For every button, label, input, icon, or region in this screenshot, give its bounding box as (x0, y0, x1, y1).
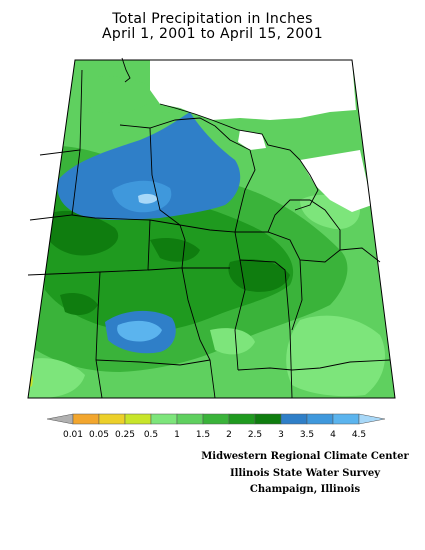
legend-swatch (332, 413, 360, 425)
legend-tick-label: 1 (174, 430, 180, 440)
contour-3.5-4in (57, 112, 241, 220)
contour-4-4.5in (117, 320, 162, 342)
legend-tick-label: 4.5 (352, 430, 366, 440)
legend-swatch (254, 413, 282, 425)
contour-3-3.5in (45, 210, 119, 256)
contour-0.5-1in (286, 315, 385, 397)
precipitation-contours (28, 60, 395, 398)
legend-swatch (306, 413, 334, 425)
contour-4.5in-plus (138, 193, 158, 204)
legend-tick-label: 3.5 (300, 430, 314, 440)
contour-3-3.5in (150, 238, 200, 262)
credit-line-3: Champaign, Illinois (249, 484, 361, 495)
legend-swatch (72, 413, 100, 425)
legend-swatch (228, 413, 256, 425)
legend-swatch (124, 413, 152, 425)
legend-swatch (280, 413, 308, 425)
legend-tick-label: 0.01 (63, 430, 83, 440)
contour-3-3.5in (60, 293, 98, 316)
legend-swatch (176, 413, 204, 425)
legend-tick-label: 4 (330, 430, 336, 440)
legend-color-bar (46, 413, 385, 425)
contour-1-1.5in (77, 76, 160, 113)
legend-tick-label: 2.5 (248, 430, 262, 440)
precipitation-legend: 0.01 0.05 0.25 0.5 1 1.5 2 2.5 3 3.5 4 4.5 (46, 413, 385, 440)
chart-title-line-1: Total Precipitation in Inches (112, 11, 313, 27)
legend-tick-label: 3 (278, 430, 284, 440)
legend-tick-label: 2 (226, 430, 232, 440)
credit-line-2: Illinois State Water Survey (229, 468, 381, 479)
precipitation-map (27, 57, 396, 399)
chart-title-line-2: April 1, 2001 to April 15, 2001 (102, 26, 323, 42)
contour-0.5-1in (210, 328, 255, 355)
state-boundaries (27, 57, 396, 399)
legend-swatch-below (46, 413, 74, 425)
credit-line-1: Midwestern Regional Climate Center (201, 451, 409, 462)
legend-tick-label: 0.05 (89, 430, 109, 440)
legend-tick-labels: 0.01 0.05 0.25 0.5 1 1.5 2 2.5 3 3.5 4 4.5 (63, 430, 366, 440)
contour-0.5-1in (28, 358, 85, 398)
legend-swatch-above (358, 413, 385, 425)
no-data-areas (150, 60, 372, 212)
legend-tick-label: 0.5 (144, 430, 158, 440)
legend-swatch (98, 413, 126, 425)
map-outline (27, 59, 396, 399)
legend-tick-label: 1.5 (196, 430, 210, 440)
legend-swatch (202, 413, 230, 425)
legend-tick-label: 0.25 (115, 430, 135, 440)
legend-swatch (150, 413, 178, 425)
